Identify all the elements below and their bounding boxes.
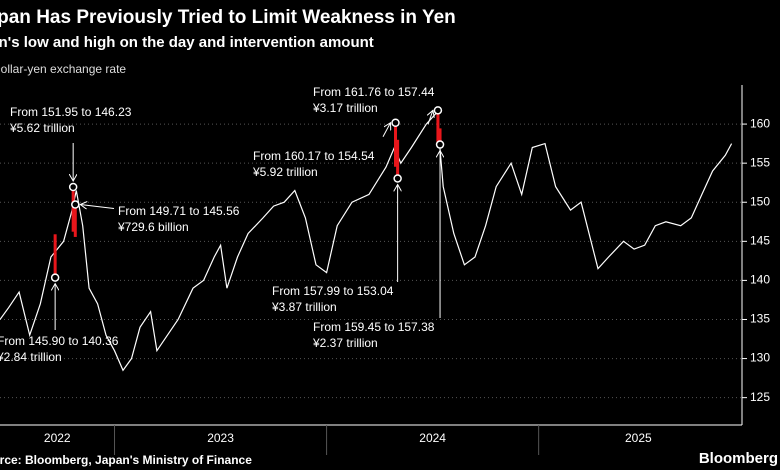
annotation-arrow [382, 123, 391, 137]
x-tick-label: 2022 [44, 431, 71, 445]
intervention-point [393, 174, 402, 183]
annotation-arrow [80, 205, 115, 209]
source: Source: Bloomberg, Japan's Ministry of F… [0, 453, 252, 467]
intervention-point [50, 273, 60, 282]
y-tick-label: 145 [750, 233, 770, 247]
rate-line [0, 110, 733, 372]
chart-title: Japan Has Previously Tried to Limit Weak… [0, 7, 456, 28]
intervention-point [68, 182, 78, 192]
annotation-amount: ¥2.84 trillion [0, 350, 62, 364]
y-tick-label: 130 [750, 351, 770, 365]
y-tick-label: 140 [750, 273, 770, 287]
intervention-point [71, 200, 80, 209]
y-tick-label: 150 [750, 194, 770, 208]
y-axis-label: Dollar-yen exchange rate [0, 62, 126, 76]
x-tick-label: 2025 [625, 431, 652, 445]
annotation-amount: ¥3.87 trillion [271, 300, 337, 314]
annotation-amount: ¥5.92 trillion [252, 165, 318, 179]
y-tick-label: 125 [750, 390, 770, 404]
x-tick-label: 2023 [207, 431, 234, 445]
annotation-label: From 159.45 to 157.38 [313, 320, 435, 334]
brand: Bloomberg [699, 450, 778, 467]
annotation-label: From 161.76 to 157.44 [313, 85, 435, 99]
annotation-label: From 149.71 to 145.56 [118, 204, 240, 218]
annotation-label: From 160.17 to 154.54 [253, 149, 375, 163]
intervention-point [433, 106, 443, 115]
intervention-point [435, 140, 445, 149]
annotation-amount: ¥729.6 billion [117, 220, 189, 234]
y-tick-label: 160 [750, 116, 770, 130]
annotation-amount: ¥2.37 trillion [312, 336, 378, 350]
x-tick-label: 2024 [419, 431, 446, 445]
chart-subtitle: Yen's low and high on the day and interv… [0, 34, 374, 51]
annotation-label: From 157.99 to 153.04 [272, 284, 394, 298]
y-tick-label: 135 [750, 312, 770, 326]
y-tick-label: 155 [750, 155, 770, 169]
annotation-label: From 151.95 to 146.23 [10, 105, 132, 119]
annotation-arrow [428, 110, 433, 125]
intervention-point [391, 118, 400, 128]
annotation-label: From 145.90 to 140.36 [0, 334, 119, 348]
annotation-amount: ¥3.17 trillion [312, 101, 378, 115]
annotation-amount: ¥5.62 trillion [9, 121, 75, 135]
